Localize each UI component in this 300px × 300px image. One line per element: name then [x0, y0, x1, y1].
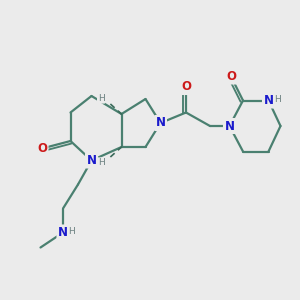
Text: N: N	[224, 119, 235, 133]
Text: H: H	[98, 158, 104, 167]
Text: O: O	[37, 142, 47, 155]
Text: N: N	[263, 94, 274, 107]
Text: N: N	[155, 116, 166, 130]
Text: O: O	[181, 80, 191, 94]
Text: N: N	[86, 154, 97, 167]
Text: H: H	[98, 94, 104, 103]
Text: H: H	[274, 95, 281, 104]
Text: O: O	[226, 70, 236, 83]
Text: H: H	[68, 227, 75, 236]
Text: N: N	[58, 226, 68, 239]
